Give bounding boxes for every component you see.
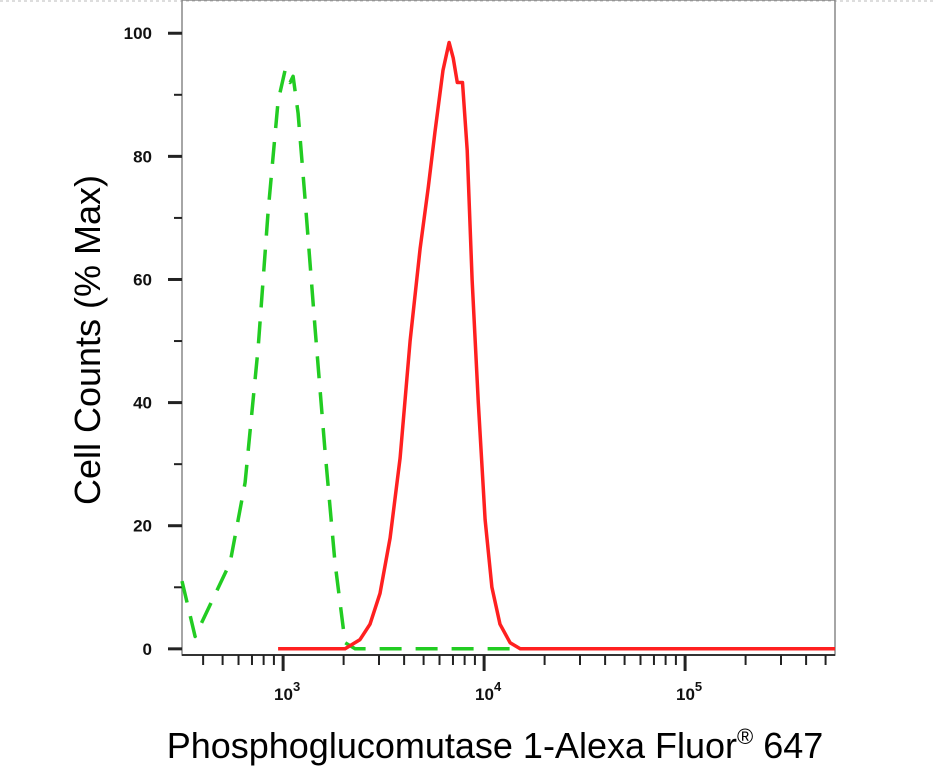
sample-series-line: [278, 40, 835, 651]
x-tick-label: 104: [475, 679, 502, 704]
x-tick-label: 105: [676, 679, 702, 704]
plot-frame: [181, 0, 836, 656]
x-axis-label: Phosphoglucomutase 1-Alexa Fluor® 647: [167, 724, 824, 766]
y-tick-label: 80: [133, 147, 152, 166]
y-tick-label: 100: [124, 24, 152, 43]
y-tick-label: 40: [133, 394, 152, 413]
y-tick-label: 0: [143, 640, 152, 659]
control-series-line: [180, 68, 835, 651]
y-tick-label: 60: [133, 270, 152, 289]
y-tick-label: 20: [133, 517, 152, 536]
y-axis-label: Cell Counts (% Max): [67, 175, 108, 505]
x-tick-label: 103: [274, 679, 300, 704]
